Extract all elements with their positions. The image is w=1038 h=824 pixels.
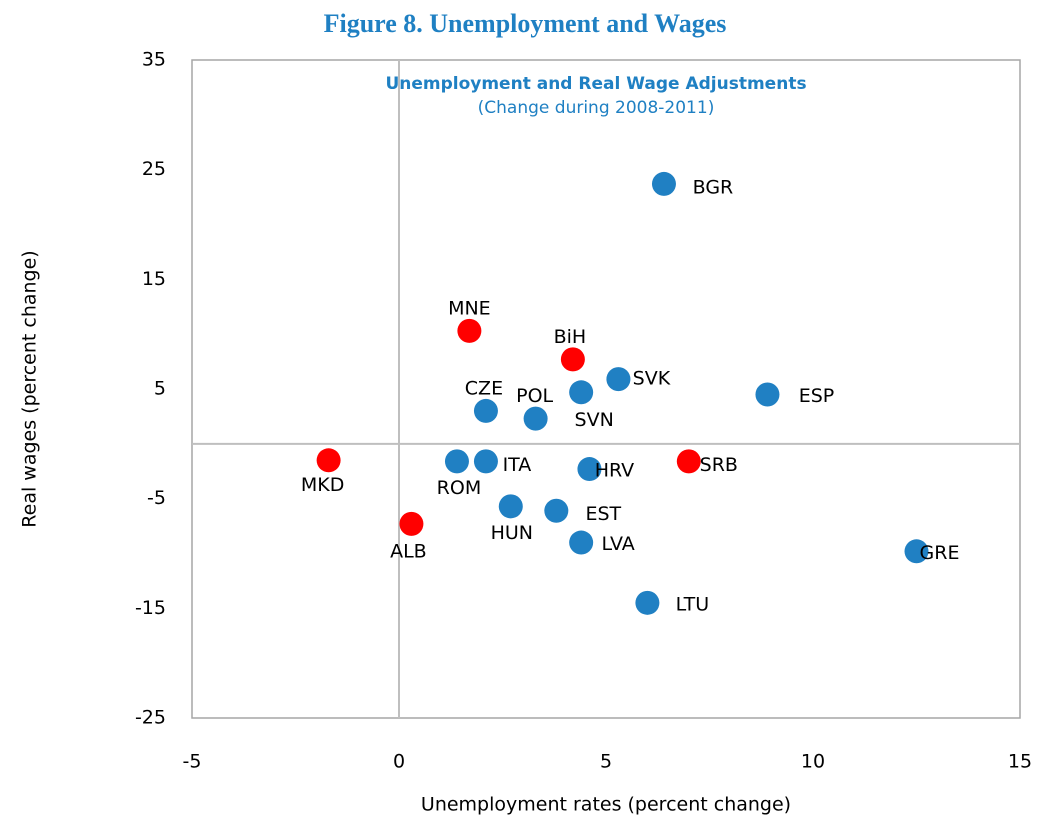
point (569, 380, 594, 405)
point (457, 318, 482, 343)
point-label: ROM (437, 477, 482, 499)
point-label: MNE (448, 297, 491, 319)
point-label: BiH (554, 326, 587, 348)
y-tick-label: 5 (154, 378, 166, 400)
point (498, 494, 523, 519)
y-tick-label: 25 (142, 158, 166, 180)
point (606, 367, 631, 392)
point (544, 498, 569, 523)
point-label: MKD (301, 474, 344, 496)
y-tick-label: 15 (142, 268, 166, 290)
point (676, 449, 701, 474)
point-label: ESP (799, 385, 835, 407)
point (399, 511, 424, 536)
point (473, 449, 498, 474)
y-tick-label: -5 (147, 487, 166, 509)
point-label: ITA (503, 454, 532, 476)
point-label: EST (585, 503, 621, 525)
point-label: BGR (693, 176, 734, 198)
point (755, 382, 780, 407)
point-label: CZE (465, 377, 503, 399)
plot-frame (191, 59, 1021, 719)
point (473, 398, 498, 423)
point-label: SVN (575, 409, 614, 431)
chart-title: Figure 8. Unemployment and Wages (324, 9, 727, 38)
x-tick-label: 15 (1008, 751, 1032, 773)
point-label: SRB (700, 454, 738, 476)
y-tick-label: 35 (142, 49, 166, 71)
x-tick-label: -5 (183, 751, 202, 773)
point-label: HRV (595, 460, 634, 482)
point (651, 171, 676, 196)
x-axis-label: Unemployment rates (percent change) (421, 794, 791, 816)
point (577, 457, 602, 482)
point-label: ALB (390, 540, 427, 562)
x-tick-label: 10 (801, 751, 825, 773)
point-label: HUN (491, 522, 533, 544)
point-label: LVA (602, 533, 635, 555)
point (569, 530, 594, 555)
point (904, 539, 929, 564)
point (635, 590, 660, 615)
point (523, 406, 548, 431)
point-label: LTU (676, 593, 709, 615)
point-label: GRE (920, 542, 960, 564)
x-tick-label: 0 (393, 751, 405, 773)
y-tick-label: -25 (135, 707, 166, 729)
chart-subtitle: Unemployment and Real Wage Adjustments (385, 74, 806, 94)
point-label: POL (516, 385, 553, 407)
point (560, 347, 585, 372)
x-tick-label: 5 (600, 751, 612, 773)
y-tick-label: -15 (135, 597, 166, 619)
y-axis-label: Real wages (percent change) (19, 250, 41, 527)
point (316, 448, 341, 473)
point (444, 449, 469, 474)
chart-note: (Change during 2008-2011) (478, 98, 715, 118)
point-label: SVK (633, 368, 671, 390)
